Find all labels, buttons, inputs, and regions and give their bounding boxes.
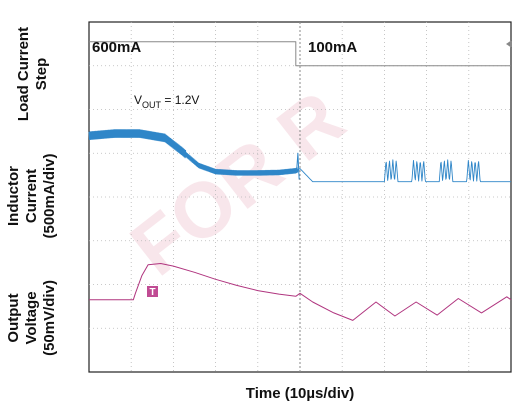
traces xyxy=(88,41,512,321)
y-label-output-voltage: Output Voltage (50mV/div) xyxy=(5,280,58,356)
annotation-load-100ma: 100mA xyxy=(308,39,357,56)
y-label-output-line2: Voltage xyxy=(23,291,40,344)
y-label-output-line3: (50mV/div) xyxy=(41,280,58,356)
annotation-vout: VOUT = 1.2V xyxy=(134,93,199,110)
y-label-inductor-line1: Inductor xyxy=(5,166,22,226)
y-label-load-line2: Step xyxy=(33,58,50,91)
series-load-current xyxy=(89,41,511,67)
vout-subscript: OUT xyxy=(142,100,162,110)
annotation-load-600ma: 600mA xyxy=(92,39,141,56)
y-label-inductor-current: Inductor Current (500mA/div) xyxy=(5,153,58,238)
series-inductor-current xyxy=(88,129,511,183)
x-axis-label: Time (10µs/div) xyxy=(246,385,354,402)
y-label-inductor-line2: Current xyxy=(23,169,40,223)
y-label-load-line1: Load Current xyxy=(15,27,32,121)
series-output-voltage xyxy=(89,263,512,321)
vout-main: V xyxy=(134,93,142,107)
y-label-output-line1: Output xyxy=(5,293,22,342)
vout-value: = 1.2V xyxy=(161,93,199,107)
y-label-inductor-line3: (500mA/div) xyxy=(41,153,58,238)
series-inductor-spike xyxy=(296,152,300,180)
trigger-arrow-icon xyxy=(506,40,512,48)
trigger-marker-icon xyxy=(147,286,158,297)
y-label-load-current: Load Current Step xyxy=(15,27,50,121)
trigger-marker-label: T xyxy=(150,287,156,298)
